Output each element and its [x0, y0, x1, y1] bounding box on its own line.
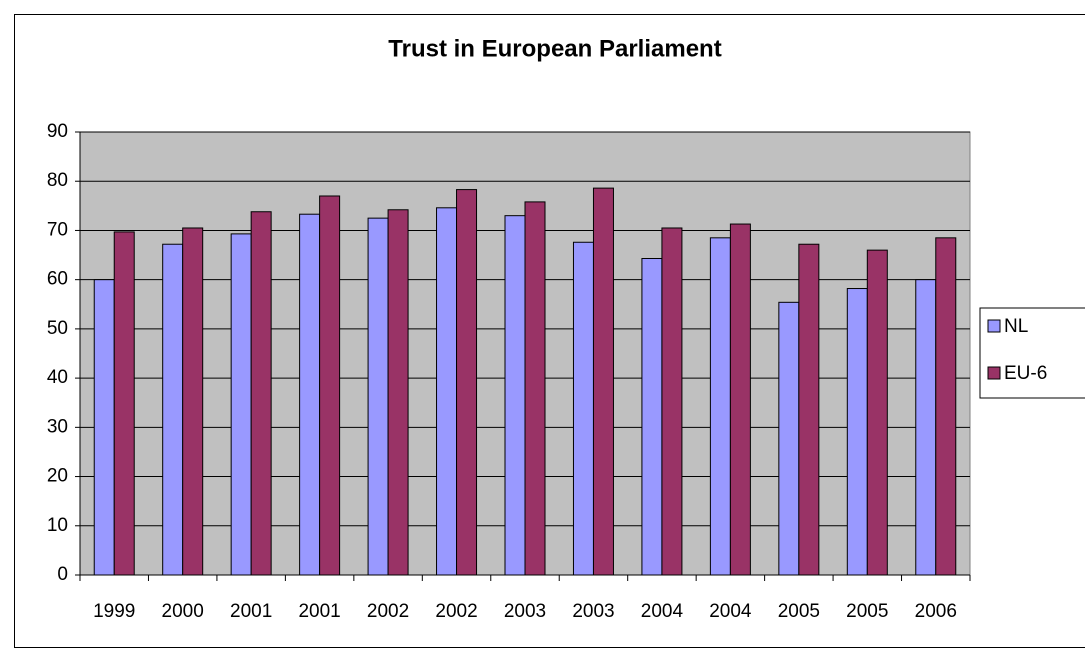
- bar: [456, 189, 478, 576]
- legend-label: EU-6: [1004, 363, 1047, 384]
- bar: [387, 209, 409, 576]
- x-tick-label: 2000: [162, 601, 204, 622]
- bar: [367, 217, 389, 576]
- bar: [661, 227, 683, 576]
- x-tick-label: 1999: [93, 601, 135, 622]
- x-tick-label: 2005: [778, 601, 820, 622]
- bar: [709, 237, 731, 576]
- bar: [572, 241, 594, 576]
- bar: [319, 195, 341, 576]
- bar: [846, 288, 868, 576]
- bar: [299, 213, 321, 576]
- bar: [113, 231, 135, 576]
- x-tick-label: 2003: [504, 601, 546, 622]
- bar: [798, 243, 820, 576]
- bar: [778, 301, 800, 576]
- y-tick-label: 50: [47, 318, 68, 339]
- x-tick-label: 2001: [230, 601, 272, 622]
- bar: [524, 201, 546, 576]
- y-tick-label: 10: [47, 515, 68, 536]
- bar: [935, 237, 957, 576]
- bar: [436, 207, 458, 576]
- y-tick-label: 80: [47, 170, 68, 191]
- bar: [250, 211, 272, 576]
- y-tick-label: 90: [47, 121, 68, 142]
- bar: [182, 227, 204, 576]
- chart-title: Trust in European Parliament: [388, 35, 721, 62]
- y-tick-label: 0: [57, 564, 68, 585]
- x-tick-label: 2002: [435, 601, 477, 622]
- bar: [162, 243, 184, 576]
- bar: [93, 279, 115, 576]
- x-tick-label: 2003: [572, 601, 614, 622]
- bar: [592, 187, 614, 576]
- x-tick-label: 2004: [709, 601, 752, 622]
- bar: [230, 233, 252, 576]
- legend-swatch: [987, 366, 1001, 380]
- bar: [504, 215, 526, 576]
- x-tick-label: 2006: [915, 601, 957, 622]
- y-tick-label: 60: [47, 269, 68, 290]
- y-tick-label: 40: [47, 367, 68, 388]
- bar: [866, 249, 888, 576]
- x-tick-label: 2005: [846, 601, 888, 622]
- bar: [641, 258, 663, 576]
- x-tick-label: 2002: [367, 601, 409, 622]
- x-tick-label: 2001: [298, 601, 340, 622]
- legend-label: NL: [1004, 316, 1028, 337]
- legend-swatch: [987, 319, 1001, 333]
- y-tick-label: 70: [47, 219, 68, 240]
- y-tick-label: 20: [47, 466, 68, 487]
- bar: [729, 223, 751, 576]
- x-tick-label: 2004: [641, 601, 684, 622]
- y-tick-label: 30: [47, 416, 68, 437]
- bar: [915, 279, 937, 576]
